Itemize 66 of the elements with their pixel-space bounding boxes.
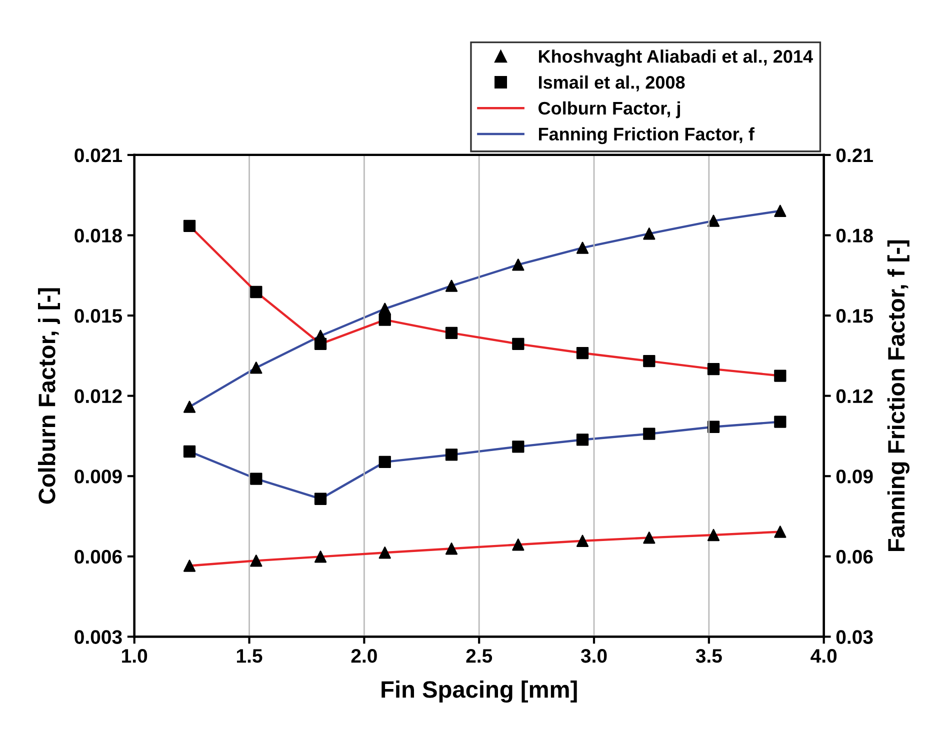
point bbox=[250, 362, 262, 374]
legend-label: Colburn Factor, j bbox=[538, 101, 680, 118]
y2-tick-label: 0.18 bbox=[836, 228, 873, 242]
y-tick-label: 0.021 bbox=[74, 148, 122, 162]
point bbox=[576, 534, 589, 547]
x-tick-label: 3.0 bbox=[580, 649, 607, 663]
point bbox=[774, 370, 786, 382]
y-tick-label: 0.015 bbox=[74, 309, 122, 323]
y-axis-title: Colburn Factor, j [-] bbox=[38, 288, 60, 504]
point bbox=[774, 204, 786, 217]
point bbox=[707, 528, 720, 542]
point bbox=[774, 416, 786, 428]
x-tick-label: 4.0 bbox=[810, 649, 837, 663]
x-tick-label: 3.5 bbox=[696, 649, 722, 663]
point bbox=[314, 338, 327, 350]
point bbox=[445, 542, 458, 555]
point bbox=[707, 214, 720, 227]
y2-tick-label: 0.21 bbox=[836, 148, 873, 162]
y-tick-label: 0.012 bbox=[74, 389, 122, 404]
point bbox=[643, 428, 656, 440]
y-tick-label: 0.009 bbox=[74, 470, 122, 484]
y-tick-label: 0.018 bbox=[74, 228, 122, 242]
x-tick-label: 2.5 bbox=[466, 649, 492, 663]
point bbox=[183, 400, 196, 413]
y-tick-label: 0.006 bbox=[74, 550, 122, 564]
point bbox=[378, 456, 391, 468]
point bbox=[512, 440, 524, 453]
y2-tick-label: 0.09 bbox=[836, 470, 873, 484]
y2-tick-label: 0.15 bbox=[836, 309, 873, 323]
point bbox=[183, 445, 196, 458]
legend-label: Khoshvaght Aliabadi et al., 2014 bbox=[538, 50, 813, 66]
point bbox=[643, 532, 656, 544]
y2-tick-label: 0.06 bbox=[836, 550, 873, 564]
point bbox=[512, 258, 524, 271]
point bbox=[378, 314, 391, 326]
legend-label: Ismail et al., 2008 bbox=[538, 76, 685, 92]
x-axis-title: Fin Spacing [mm] bbox=[382, 680, 577, 703]
y2-axis-title: Fanning Friction Factor, f [-] bbox=[887, 240, 910, 551]
point bbox=[643, 354, 656, 368]
point bbox=[183, 560, 196, 572]
y2-tick-label: 0.12 bbox=[836, 389, 873, 404]
point bbox=[576, 242, 589, 254]
point bbox=[378, 302, 391, 315]
legend-label: Fanning Friction Factor, f bbox=[538, 127, 754, 144]
point bbox=[576, 346, 589, 360]
point bbox=[445, 280, 458, 292]
point bbox=[512, 338, 524, 350]
point bbox=[314, 492, 327, 505]
point bbox=[250, 286, 262, 298]
x-tick-label: 1.0 bbox=[122, 649, 148, 663]
x-tick-label: 1.5 bbox=[236, 649, 262, 663]
point bbox=[378, 546, 391, 559]
point bbox=[576, 434, 589, 446]
y-tick-label: 0.003 bbox=[74, 630, 122, 644]
point bbox=[643, 228, 656, 240]
point bbox=[314, 550, 327, 563]
point bbox=[774, 526, 786, 538]
point bbox=[250, 554, 262, 567]
point bbox=[707, 363, 720, 376]
x-tick-label: 2.0 bbox=[351, 649, 377, 663]
point bbox=[512, 538, 524, 551]
y2-tick-label: 0.03 bbox=[836, 630, 873, 644]
point bbox=[445, 448, 458, 461]
point bbox=[250, 472, 262, 485]
point bbox=[445, 326, 458, 340]
point bbox=[183, 220, 196, 232]
